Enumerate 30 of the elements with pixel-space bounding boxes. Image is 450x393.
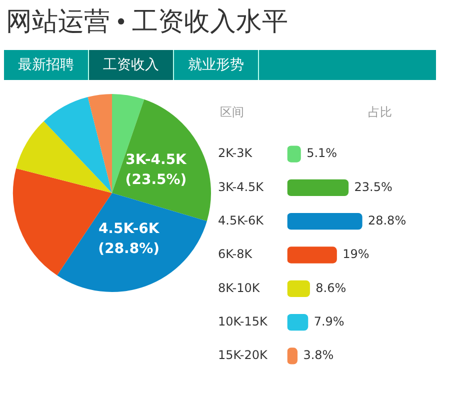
y-tick-label: 10K-15K — [218, 314, 268, 328]
data-label: 3.8% — [303, 348, 334, 362]
data-label: (28.8%) — [98, 241, 160, 258]
chart-title: 网站运营 • 工资收入水平 — [6, 6, 288, 38]
y-tick-label: 4.5K-6K — [218, 213, 265, 228]
bar — [287, 213, 362, 230]
data-label: 19% — [342, 247, 370, 262]
bar — [287, 280, 310, 297]
data-label: (23.5%) — [125, 172, 187, 188]
y-tick-label: 2K-3K — [218, 146, 254, 160]
data-label: 5.1% — [306, 146, 338, 160]
x-axis-title: 占比 — [368, 104, 392, 121]
data-label: 28.8% — [368, 213, 406, 228]
slice-label: 4.5K-6K — [98, 221, 160, 238]
bar — [287, 179, 349, 196]
data-label: 8.6% — [316, 280, 346, 295]
data-label: 23.5% — [354, 180, 392, 194]
slice-label: 3K-4.5K — [126, 152, 188, 168]
text: 就业形势 — [174, 50, 259, 80]
y-tick-label: 3K-4.5K — [218, 180, 265, 194]
y-tick-label: 15K-20K — [218, 348, 268, 362]
text: 最新招聘 — [4, 50, 89, 80]
bar — [287, 314, 308, 331]
bar — [287, 246, 337, 264]
bar — [287, 146, 301, 162]
text: 工资收入 — [89, 50, 174, 80]
y-tick-label: 8K-10K — [218, 280, 261, 295]
data-label: 7.9% — [314, 314, 344, 328]
y-tick-label: 6K-8K — [218, 247, 254, 262]
y-axis-title: 区间 — [220, 104, 244, 121]
